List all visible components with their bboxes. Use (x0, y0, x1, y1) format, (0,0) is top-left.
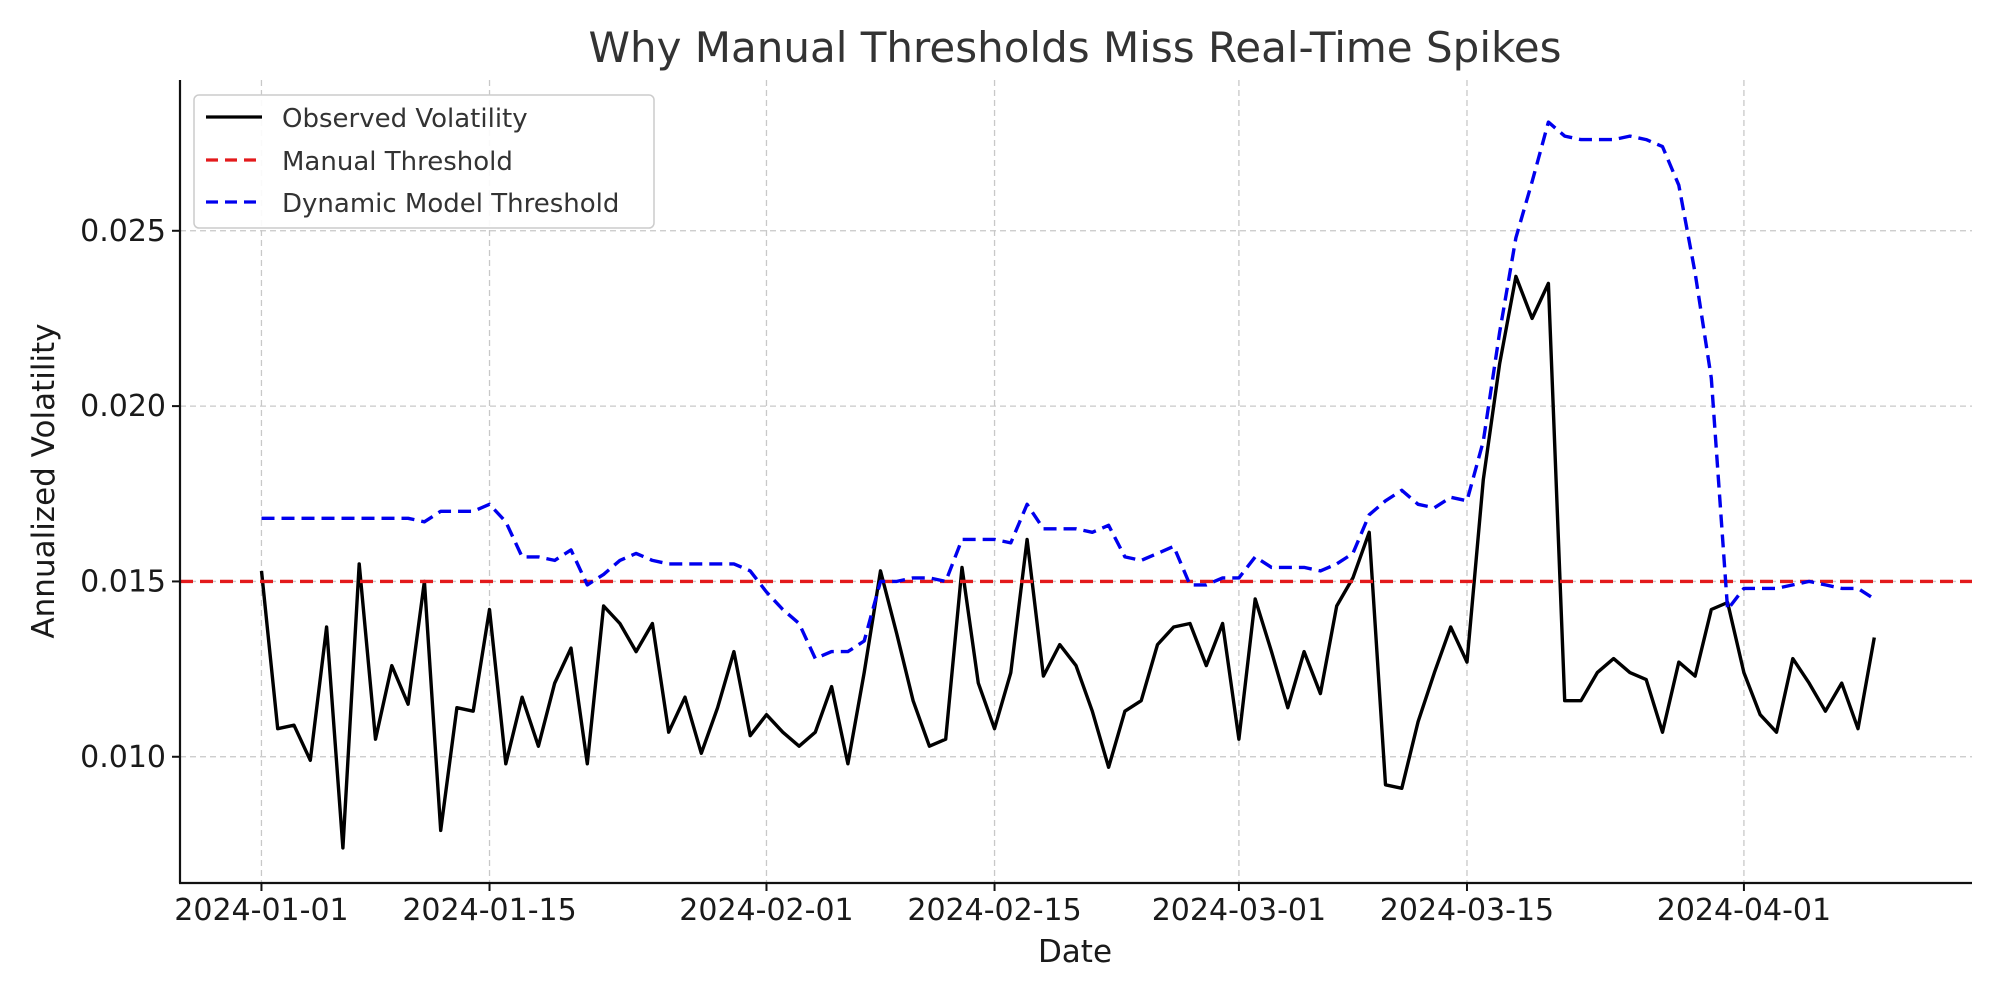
grid (180, 80, 1972, 883)
tick-labels: 2024-01-01 2024-01-15 2024-02-01 2024-02-15… (80, 214, 1831, 928)
x-axis-label: Date (1038, 934, 1112, 970)
y-tick-label: 0.010 (80, 740, 166, 775)
axes (178, 80, 1972, 885)
legend: Observed Volatility Manual Threshold Dyn… (193, 94, 655, 229)
x-tick-label: 2024-01-01 (174, 893, 348, 928)
series-lines (180, 120, 1972, 850)
series-line-observed-volatility (259, 274, 1876, 850)
x-tick-label: 2024-03-15 (1380, 893, 1554, 928)
x-tick-label: 2024-01-15 (402, 893, 576, 928)
legend-label-observed: Observed Volatility (282, 104, 528, 134)
x-tick-label: 2024-03-01 (1152, 893, 1326, 928)
legend-label-manual: Manual Threshold (282, 147, 513, 177)
x-tick-label: 2024-02-15 (907, 893, 1081, 928)
x-tick-label: 2024-02-01 (679, 893, 853, 928)
legend-box (193, 94, 655, 229)
series-line-dynamic-model-threshold (261, 120, 1876, 661)
chart-title: Why Manual Thresholds Miss Real-Time Spi… (588, 23, 1561, 72)
legend-label-dynamic: Dynamic Model Threshold (282, 189, 619, 219)
x-tick-label: 2024-04-01 (1657, 893, 1831, 928)
y-axis-label: Annualized Volatility (26, 323, 62, 638)
y-tick-label: 0.020 (80, 389, 166, 424)
y-tick-label: 0.025 (80, 214, 166, 249)
y-tick-label: 0.015 (80, 564, 166, 599)
